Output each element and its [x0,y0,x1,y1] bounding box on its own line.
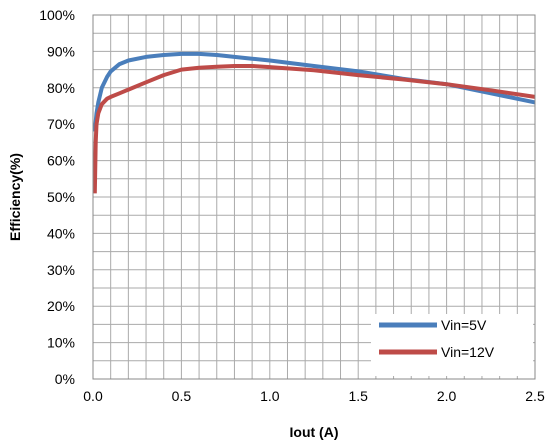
y-tick-label: 60% [47,153,75,169]
x-tick-label: 2.0 [437,388,457,404]
series-lines [92,51,536,194]
legend-label-vin-12v: Vin=12V [441,344,495,360]
x-tick-label: 1.0 [260,388,280,404]
x-tick-label: 2.5 [525,388,545,404]
series-line-vin-12v [92,64,536,194]
legend-label-vin-5v: Vin=5V [441,317,487,333]
y-tick-label: 20% [47,298,75,314]
y-tick-label: 40% [47,225,75,241]
y-tick-label: 10% [47,335,75,351]
plot-area-border [92,14,536,380]
x-tick-label: 0.5 [172,388,192,404]
y-tick-label: 100% [39,7,75,23]
x-axis-title: Iout (A) [290,424,339,440]
legend: Vin=5V Vin=12V [371,314,533,376]
series-line-vin-5v [92,51,536,132]
y-tick-label: 90% [47,43,75,59]
y-tick-label: 0% [55,371,75,387]
y-tick-label: 80% [47,80,75,96]
y-tick-label: 30% [47,262,75,278]
y-tick-label: 70% [47,116,75,132]
y-tick-label: 50% [47,189,75,205]
x-tick-label: 0.0 [83,388,103,404]
x-tick-label: 1.5 [348,388,368,404]
y-axis-title: Efficiency(%) [7,153,23,241]
tick-labels: 0.0 0.5 1.0 1.5 2.0 2.5 0% 10% 20% 30% 40% 50% 60% 70… [39,7,545,404]
